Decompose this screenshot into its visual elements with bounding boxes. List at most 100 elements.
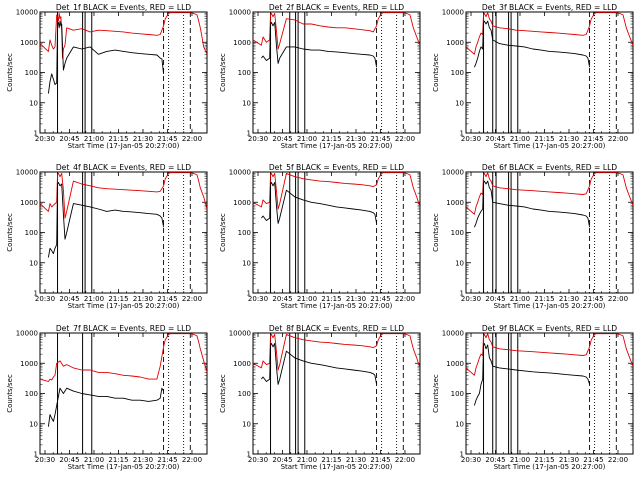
x-tick-label: 20:45: [59, 295, 79, 303]
chart-panel-2: Det_2f BLACK = Events, RED = LLD 20:30 20:…: [219, 3, 421, 150]
plot-area: [466, 333, 633, 454]
series-line-lld: [253, 12, 420, 50]
x-axis-label: Start Time (17-Jan-05 20:27:00): [281, 463, 393, 471]
y-tick-label: 1: [34, 290, 38, 298]
x-tick-label: 21:45: [370, 456, 390, 464]
y-tick-label: 10: [29, 420, 38, 428]
y-tick-label: 10000: [229, 330, 251, 338]
x-tick-label: 21:00: [510, 135, 530, 143]
x-tick-label: 20:30: [35, 456, 55, 464]
chart-title: Det_8f BLACK = Events, RED = LLD: [269, 324, 404, 333]
chart-panel-4: Det_4f BLACK = Events, RED = LLD 20:30 20:…: [6, 163, 208, 310]
x-tick-label: 20:45: [272, 456, 292, 464]
chart-title: Det_6f BLACK = Events, RED = LLD: [482, 163, 617, 172]
series-line-events: [261, 22, 378, 68]
y-tick-label: 1000: [233, 39, 251, 47]
y-tick-label: 10: [455, 259, 464, 267]
series-line-events: [473, 343, 591, 406]
x-tick-label: 21:00: [84, 456, 104, 464]
x-tick-label: 20:30: [35, 135, 55, 143]
x-tick-label: 21:30: [559, 295, 579, 303]
series-line-lld: [466, 12, 633, 55]
x-tick-label: 20:30: [461, 456, 481, 464]
x-axis-label: Start Time (17-Jan-05 20:27:00): [281, 142, 393, 150]
x-tick-label: 21:15: [108, 295, 128, 303]
y-axis-label: Counts/sec: [6, 213, 14, 252]
plot-area: [253, 333, 420, 454]
plot-frame: [252, 332, 421, 455]
chart-title: Det_7f BLACK = Events, RED = LLD: [56, 324, 191, 333]
chart-panel-7: Det_7f BLACK = Events, RED = LLD 20:30 20:…: [6, 324, 208, 471]
series-line-events: [473, 20, 591, 68]
y-tick-label: 1000: [446, 360, 464, 368]
x-tick-label: 21:15: [321, 135, 341, 143]
x-tick-label: 20:45: [59, 135, 79, 143]
y-tick-label: 1000: [446, 39, 464, 47]
x-tick-label: 21:30: [346, 135, 366, 143]
y-tick-label: 100: [451, 229, 464, 237]
x-tick-label: 20:45: [272, 295, 292, 303]
y-tick-label: 100: [238, 69, 251, 77]
y-axis-label: Counts/sec: [219, 53, 227, 92]
y-tick-label: 1: [247, 451, 251, 459]
x-tick-label: 21:15: [321, 456, 341, 464]
y-tick-label: 1000: [20, 360, 38, 368]
y-tick-label: 1: [460, 130, 464, 138]
plot-area: [253, 172, 420, 293]
x-tick-label: 20:30: [35, 295, 55, 303]
series-line-lld: [40, 172, 207, 219]
x-tick-label: 21:30: [559, 135, 579, 143]
series-line-events: [47, 387, 164, 427]
y-tick-label: 10: [29, 259, 38, 267]
x-tick-label: 21:30: [559, 456, 579, 464]
x-tick-label: 21:45: [157, 135, 177, 143]
y-tick-label: 100: [238, 229, 251, 237]
y-tick-label: 10000: [442, 330, 464, 338]
y-tick-label: 1000: [20, 39, 38, 47]
x-axis-label: Start Time (17-Jan-05 20:27:00): [68, 142, 180, 150]
plot-frame: [39, 11, 208, 134]
y-tick-label: 100: [25, 229, 38, 237]
x-tick-label: 21:15: [321, 295, 341, 303]
y-tick-label: 10: [29, 99, 38, 107]
y-tick-label: 1: [460, 451, 464, 459]
x-tick-label: 21:15: [108, 456, 128, 464]
x-tick-label: 20:45: [485, 295, 505, 303]
y-tick-label: 1000: [233, 360, 251, 368]
x-tick-label: 21:45: [370, 135, 390, 143]
x-tick-label: 20:30: [248, 135, 268, 143]
y-axis-label: Counts/sec: [432, 213, 440, 252]
x-tick-label: 22:00: [182, 135, 202, 143]
plot-frame: [252, 11, 421, 134]
x-tick-label: 22:00: [182, 456, 202, 464]
plot-area: [253, 12, 420, 133]
y-tick-label: 1: [34, 130, 38, 138]
y-tick-label: 10: [242, 420, 251, 428]
chart-title: Det_2f BLACK = Events, RED = LLD: [269, 3, 404, 12]
series-line-events: [473, 180, 591, 228]
x-tick-label: 22:00: [395, 295, 415, 303]
plot-area: [40, 172, 207, 293]
series-line-lld: [253, 333, 420, 371]
x-tick-label: 21:30: [133, 456, 153, 464]
series-line-events: [261, 182, 378, 224]
plot-area: [466, 12, 633, 133]
y-tick-label: 10000: [16, 169, 38, 177]
x-axis-label: Start Time (17-Jan-05 20:27:00): [281, 302, 393, 310]
series-line-lld: [253, 172, 420, 210]
chart-panel-8: Det_8f BLACK = Events, RED = LLD 20:30 20:…: [219, 324, 421, 471]
chart-panel-3: Det_3f BLACK = Events, RED = LLD 20:30 20:…: [432, 3, 634, 150]
series-line-lld: [466, 333, 633, 376]
y-axis-label: Counts/sec: [432, 53, 440, 92]
y-tick-label: 1000: [233, 199, 251, 207]
chart-panel-5: Det_5f BLACK = Events, RED = LLD 20:30 20:…: [219, 163, 421, 310]
x-tick-label: 21:00: [297, 456, 317, 464]
x-tick-label: 21:45: [583, 135, 603, 143]
series-line-lld: [466, 172, 633, 215]
chart-title: Det_5f BLACK = Events, RED = LLD: [269, 163, 404, 172]
x-tick-label: 21:15: [534, 135, 554, 143]
y-tick-label: 10000: [229, 9, 251, 17]
x-tick-label: 20:30: [248, 456, 268, 464]
x-tick-label: 21:00: [297, 295, 317, 303]
